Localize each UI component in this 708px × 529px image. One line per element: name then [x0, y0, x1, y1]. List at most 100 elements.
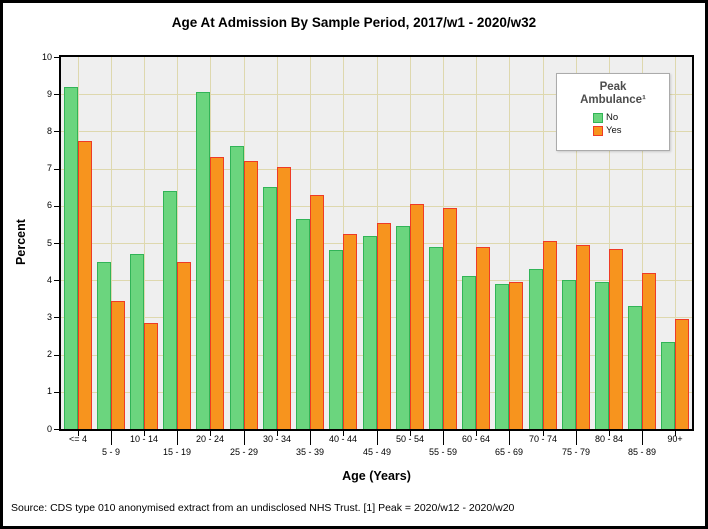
y-tick — [54, 57, 59, 58]
y-tick — [54, 429, 59, 430]
v-gridline — [144, 57, 145, 429]
bar-no-45-49 — [363, 236, 377, 429]
bar-no-10-14 — [130, 254, 144, 429]
x-tick-label: 30 - 34 — [262, 434, 292, 444]
bar-yes-30-34 — [277, 167, 291, 429]
v-gridline — [509, 57, 510, 429]
x-tick — [476, 431, 477, 436]
chart-title: Age At Admission By Sample Period, 2017/… — [171, 15, 537, 30]
x-tick — [111, 431, 112, 445]
bar-no-35-39 — [296, 219, 310, 429]
bar-yes-75-79 — [576, 245, 590, 429]
y-tick — [54, 94, 59, 95]
y-tick — [54, 317, 59, 318]
v-gridline — [609, 57, 610, 429]
x-tick — [277, 431, 278, 436]
bar-no-40-44 — [329, 250, 343, 429]
bar-no-20-24 — [196, 92, 210, 429]
bar-yes-5-9 — [111, 301, 125, 429]
bar-no-<=4 — [64, 87, 78, 429]
y-tick — [54, 131, 59, 132]
legend-item-no: No — [593, 112, 669, 123]
x-axis-title: Age (Years) — [342, 469, 411, 483]
x-tick — [377, 431, 378, 445]
x-tick — [609, 431, 610, 436]
bar-no-70-74 — [529, 269, 543, 429]
v-gridline — [576, 57, 577, 429]
bar-yes-65-69 — [509, 282, 523, 429]
bar-yes-80-84 — [609, 249, 623, 429]
bar-no-60-64 — [462, 276, 476, 429]
bar-yes-<=4 — [78, 141, 92, 429]
legend-item-yes: Yes — [593, 125, 669, 136]
bar-no-5-9 — [97, 262, 111, 429]
h-gridline — [61, 131, 692, 133]
bar-yes-45-49 — [377, 223, 391, 429]
bar-no-90+ — [661, 342, 675, 429]
bar-yes-90+ — [675, 319, 689, 429]
bar-no-80-84 — [595, 282, 609, 429]
bar-yes-20-24 — [210, 157, 224, 429]
x-tick — [443, 431, 444, 445]
y-tick — [54, 392, 59, 393]
y-tick-label: 9 — [46, 89, 52, 99]
x-tick-label: 25 - 29 — [229, 447, 259, 457]
bar-yes-35-39 — [310, 195, 324, 429]
legend-swatch-icon — [593, 112, 603, 123]
bar-no-75-79 — [562, 280, 576, 429]
bar-no-85-89 — [628, 306, 642, 429]
x-tick-label: 35 - 39 — [295, 447, 325, 457]
x-tick-label: 45 - 49 — [362, 447, 392, 457]
legend-swatch-icon — [593, 125, 603, 136]
bar-yes-15-19 — [177, 262, 191, 429]
x-tick — [509, 431, 510, 445]
y-axis-title: Percent — [14, 219, 28, 265]
y-tick — [54, 280, 59, 281]
bar-yes-85-89 — [642, 273, 656, 429]
x-tick — [576, 431, 577, 445]
y-tick-label: 6 — [46, 200, 52, 210]
legend-item-label: Yes — [606, 125, 622, 136]
y-tick — [54, 206, 59, 207]
x-tick-label: 55 - 59 — [428, 447, 458, 457]
x-tick-label: 50 - 54 — [395, 434, 425, 444]
x-tick — [675, 431, 676, 436]
x-tick — [177, 431, 178, 445]
bar-no-65-69 — [495, 284, 509, 429]
y-tick-label: 1 — [46, 386, 52, 396]
legend-item-label: No — [606, 112, 619, 123]
x-tick-label: 5 - 9 — [101, 447, 120, 457]
y-tick-label: 5 — [46, 238, 52, 248]
x-tick-label: 40 - 44 — [328, 434, 358, 444]
x-tick-label: 60 - 64 — [461, 434, 491, 444]
x-tick — [543, 431, 544, 436]
bar-no-25-29 — [230, 146, 244, 429]
y-tick-label: 7 — [46, 163, 52, 173]
bar-no-15-19 — [163, 191, 177, 429]
legend-items: No Yes — [557, 112, 669, 136]
h-gridline — [61, 205, 692, 207]
x-tick-label: 15 - 19 — [162, 447, 192, 457]
x-tick-label: 90+ — [667, 434, 683, 444]
bar-yes-55-59 — [443, 208, 457, 429]
v-gridline — [111, 57, 112, 429]
legend: Peak Ambulance¹ No Yes — [556, 73, 670, 151]
x-tick-label: 65 - 69 — [494, 447, 524, 457]
legend-title: Peak Ambulance¹ — [580, 81, 646, 106]
x-tick — [144, 431, 145, 436]
h-gridline — [61, 168, 692, 170]
v-gridline — [177, 57, 178, 429]
x-tick — [410, 431, 411, 436]
bar-yes-10-14 — [144, 323, 158, 429]
bar-yes-70-74 — [543, 241, 557, 429]
bar-no-50-54 — [396, 226, 410, 429]
x-tick — [343, 431, 344, 436]
y-tick — [54, 169, 59, 170]
y-tick-label: 8 — [46, 126, 52, 136]
x-tick — [244, 431, 245, 445]
x-tick — [642, 431, 643, 445]
v-gridline — [675, 57, 676, 429]
x-tick-label: 80 - 84 — [594, 434, 624, 444]
source-note: Source: CDS type 010 anonymised extract … — [11, 502, 515, 514]
